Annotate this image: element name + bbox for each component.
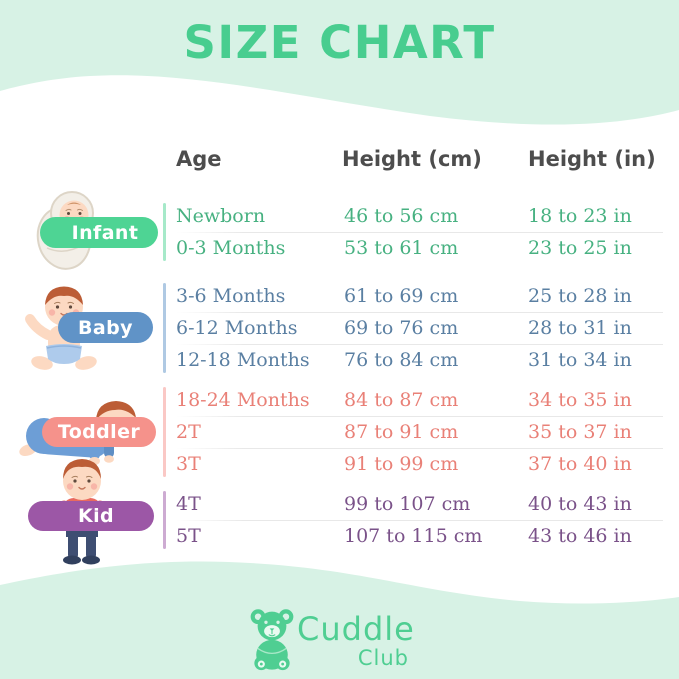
height-in-cell: 23 to 25 in <box>528 237 632 259</box>
group-accent-line <box>163 387 166 477</box>
brand-suffix: Club <box>357 646 409 670</box>
table-row: 3T 91 to 99 cm 37 to 40 in <box>0 448 679 480</box>
table-row: 2T 87 to 91 cm 35 to 37 in <box>0 416 679 448</box>
table-row: 3-6 Months 61 to 69 cm 25 to 28 in <box>0 280 679 312</box>
height-cm-cell: 53 to 61 cm <box>344 237 459 259</box>
table-row: 4T 99 to 107 cm 40 to 43 in <box>0 488 679 520</box>
age-cell: 6-12 Months <box>176 317 298 339</box>
group-pill-baby: Baby <box>58 312 153 343</box>
table-row: 5T 107 to 115 cm 43 to 46 in <box>0 520 679 552</box>
size-group-infant: Infant Newborn 46 to 56 cm 18 to 23 in 0… <box>0 188 679 270</box>
group-accent-line <box>163 203 166 261</box>
size-group-kid: Kid 4T 99 to 107 cm 40 to 43 in 5T 107 t… <box>0 459 679 565</box>
age-cell: 4T <box>176 493 201 515</box>
height-in-cell: 35 to 37 in <box>528 421 632 443</box>
group-label: Toddler <box>57 421 141 443</box>
age-cell: 3T <box>176 453 201 475</box>
group-pill-infant: Infant <box>40 217 158 248</box>
height-cm-cell: 107 to 115 cm <box>344 525 483 547</box>
group-pill-kid: Kid <box>28 501 154 531</box>
height-cm-cell: 76 to 84 cm <box>344 349 459 371</box>
table-header: Age Height (cm) Height (in) <box>0 147 679 177</box>
height-in-cell: 43 to 46 in <box>528 525 632 547</box>
column-header-height-cm: Height (cm) <box>342 147 482 171</box>
height-in-cell: 34 to 35 in <box>528 389 632 411</box>
height-cm-cell: 91 to 99 cm <box>344 453 459 475</box>
height-in-cell: 28 to 31 in <box>528 317 632 339</box>
height-in-cell: 25 to 28 in <box>528 285 632 307</box>
column-header-age: Age <box>176 147 222 171</box>
age-cell: 3-6 Months <box>176 285 286 307</box>
height-in-cell: 18 to 23 in <box>528 205 632 227</box>
group-accent-line <box>163 283 166 373</box>
page-title: SIZE CHART <box>183 16 496 69</box>
size-group-baby: Baby 3-6 Months 61 to 69 cm 25 to 28 in … <box>0 280 679 376</box>
height-cm-cell: 69 to 76 cm <box>344 317 459 339</box>
group-label: Baby <box>78 316 133 339</box>
height-cm-cell: 46 to 56 cm <box>344 205 459 227</box>
group-rows: Newborn 46 to 56 cm 18 to 23 in 0-3 Mont… <box>0 200 679 264</box>
table-row: Newborn 46 to 56 cm 18 to 23 in <box>0 200 679 232</box>
group-accent-line <box>163 491 166 549</box>
bottom-wave-decoration <box>0 561 679 679</box>
group-pill-toddler: Toddler <box>42 417 156 447</box>
age-cell: Newborn <box>176 205 266 227</box>
height-cm-cell: 61 to 69 cm <box>344 285 459 307</box>
age-cell: 5T <box>176 525 201 547</box>
age-cell: 12-18 Months <box>176 349 310 371</box>
table-row: 18-24 Months 84 to 87 cm 34 to 35 in <box>0 384 679 416</box>
brand-name: Cuddle <box>297 610 415 648</box>
table-row: 6-12 Months 69 to 76 cm 28 to 31 in <box>0 312 679 344</box>
group-label: Kid <box>77 505 115 527</box>
group-rows: 18-24 Months 84 to 87 cm 34 to 35 in 2T … <box>0 384 679 480</box>
age-cell: 2T <box>176 421 201 443</box>
table-row: 0-3 Months 53 to 61 cm 23 to 25 in <box>0 232 679 264</box>
height-in-cell: 31 to 34 in <box>528 349 632 371</box>
height-cm-cell: 87 to 91 cm <box>344 421 459 443</box>
teddy-bear-icon <box>250 609 294 671</box>
height-in-cell: 37 to 40 in <box>528 453 632 475</box>
size-group-toddler: Toddler 18-24 Months 84 to 87 cm 34 to 3… <box>0 384 679 480</box>
group-label: Infant <box>71 221 139 244</box>
top-wave-decoration <box>0 0 679 125</box>
height-cm-cell: 84 to 87 cm <box>344 389 459 411</box>
height-cm-cell: 99 to 107 cm <box>344 493 471 515</box>
column-header-height-in: Height (in) <box>528 147 656 171</box>
group-rows: 3-6 Months 61 to 69 cm 25 to 28 in 6-12 … <box>0 280 679 376</box>
height-in-cell: 40 to 43 in <box>528 493 632 515</box>
group-rows: 4T 99 to 107 cm 40 to 43 in 5T 107 to 11… <box>0 488 679 552</box>
age-cell: 0-3 Months <box>176 237 286 259</box>
age-cell: 18-24 Months <box>176 389 310 411</box>
table-row: 12-18 Months 76 to 84 cm 31 to 34 in <box>0 344 679 376</box>
